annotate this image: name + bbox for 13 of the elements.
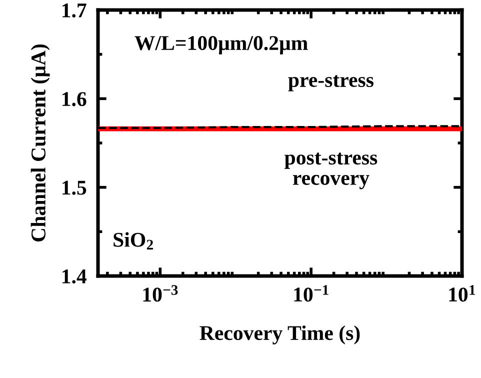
y-tick-label: 1.6 (62, 92, 86, 106)
x-tick-label: 10$^{1}$ (449, 285, 476, 302)
y-tick-label: 1.7 (62, 3, 86, 18)
series-label: pre-stress (288, 75, 374, 92)
x-tick-label: 10$^{−1}$ (294, 285, 328, 302)
x-axis-title: Recovery Time (s) (200, 325, 360, 344)
series-label: post-stress recovery (284, 152, 378, 190)
x-tick-label: 10$^{−3}$ (143, 285, 178, 302)
annotation: W/L=100μm/0.2μm (134, 36, 308, 54)
y-axis-title: Channel Current (μA) (30, 44, 50, 242)
y-tick-label: 1.5 (62, 180, 86, 195)
y-tick-label: 1.4 (62, 269, 86, 284)
annotation: SiO$_{2}$ (114, 232, 153, 250)
